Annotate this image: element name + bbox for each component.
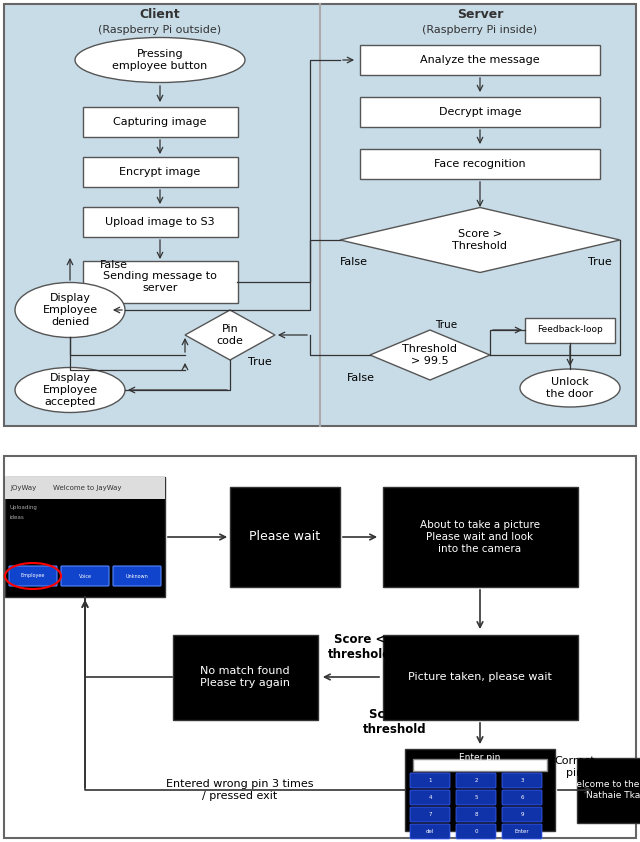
Text: 2: 2 bbox=[474, 778, 477, 783]
Text: Analyze the message: Analyze the message bbox=[420, 55, 540, 65]
Bar bbox=[383, 635, 577, 720]
Text: No match found
Please try again: No match found Please try again bbox=[200, 666, 290, 688]
Text: 3: 3 bbox=[520, 778, 524, 783]
FancyBboxPatch shape bbox=[113, 566, 161, 586]
Text: Score <
threshold: Score < threshold bbox=[328, 633, 392, 661]
Bar bbox=[83, 207, 237, 237]
Text: Pin
code: Pin code bbox=[216, 324, 243, 346]
Text: 8: 8 bbox=[474, 812, 477, 817]
Text: 4: 4 bbox=[428, 795, 432, 800]
Text: Unlock
the door: Unlock the door bbox=[547, 377, 593, 399]
Text: Client: Client bbox=[140, 8, 180, 22]
FancyBboxPatch shape bbox=[456, 824, 496, 839]
Bar bbox=[360, 149, 600, 179]
Text: Feedback-loop: Feedback-loop bbox=[537, 326, 603, 334]
Text: False: False bbox=[100, 260, 128, 270]
Text: Score >
threshold: Score > threshold bbox=[363, 708, 427, 736]
Text: Display
Employee
accepted: Display Employee accepted bbox=[42, 373, 97, 407]
Text: ideas: ideas bbox=[9, 515, 24, 520]
Text: Decrypt image: Decrypt image bbox=[439, 107, 521, 117]
Text: Uploading: Uploading bbox=[9, 505, 37, 510]
FancyBboxPatch shape bbox=[410, 824, 450, 839]
Bar bbox=[173, 635, 317, 720]
Ellipse shape bbox=[15, 283, 125, 338]
Text: True: True bbox=[435, 320, 457, 330]
Polygon shape bbox=[185, 310, 275, 360]
FancyBboxPatch shape bbox=[456, 773, 496, 788]
Text: 6: 6 bbox=[520, 795, 524, 800]
Bar bbox=[413, 759, 547, 771]
Text: (Raspberry Pi outside): (Raspberry Pi outside) bbox=[99, 25, 221, 35]
Text: Encrypt image: Encrypt image bbox=[120, 167, 200, 177]
Ellipse shape bbox=[15, 367, 125, 413]
Bar bbox=[383, 487, 577, 587]
Text: 9: 9 bbox=[520, 812, 524, 817]
FancyBboxPatch shape bbox=[410, 790, 450, 805]
Text: True: True bbox=[588, 257, 612, 267]
Bar bbox=[360, 45, 600, 75]
Text: 7: 7 bbox=[428, 812, 432, 817]
Text: Sending message to
server: Sending message to server bbox=[103, 271, 217, 293]
Text: 5: 5 bbox=[474, 795, 477, 800]
FancyBboxPatch shape bbox=[502, 773, 542, 788]
Polygon shape bbox=[340, 207, 620, 273]
Text: True: True bbox=[248, 357, 272, 367]
Text: Enter: Enter bbox=[515, 829, 529, 834]
Text: del: del bbox=[426, 829, 434, 834]
Text: Server: Server bbox=[457, 8, 503, 22]
Text: (Raspberry Pi inside): (Raspberry Pi inside) bbox=[422, 25, 538, 35]
Bar bbox=[5, 477, 165, 597]
Bar bbox=[5, 477, 165, 499]
Text: Score >
Threshold: Score > Threshold bbox=[452, 229, 508, 251]
Text: Entered wrong pin 3 times
/ pressed exit: Entered wrong pin 3 times / pressed exit bbox=[166, 779, 314, 801]
Text: Threshold
> 99.5: Threshold > 99.5 bbox=[403, 344, 458, 365]
Text: Display
Employee
denied: Display Employee denied bbox=[42, 293, 97, 327]
Text: Please wait: Please wait bbox=[250, 530, 321, 543]
Ellipse shape bbox=[75, 38, 245, 83]
FancyBboxPatch shape bbox=[502, 790, 542, 805]
Text: Welcome to the office
Nathaie Tkauc: Welcome to the office Nathaie Tkauc bbox=[568, 781, 640, 800]
FancyBboxPatch shape bbox=[61, 566, 109, 586]
Text: Enter pin: Enter pin bbox=[460, 753, 500, 761]
Bar bbox=[405, 749, 555, 831]
Text: Pressing
employee button: Pressing employee button bbox=[113, 49, 207, 71]
Text: Face recognition: Face recognition bbox=[434, 159, 526, 169]
Text: About to take a picture
Please wait and look
into the camera: About to take a picture Please wait and … bbox=[420, 520, 540, 553]
FancyBboxPatch shape bbox=[410, 773, 450, 788]
Text: False: False bbox=[340, 257, 368, 267]
Ellipse shape bbox=[520, 369, 620, 407]
Bar bbox=[83, 157, 237, 187]
Text: Voice: Voice bbox=[79, 573, 92, 578]
Bar bbox=[525, 317, 615, 343]
Text: JOyWay: JOyWay bbox=[10, 485, 36, 491]
Text: Employee: Employee bbox=[21, 573, 45, 578]
Bar bbox=[360, 97, 600, 127]
Text: 0: 0 bbox=[474, 829, 477, 834]
Bar bbox=[83, 107, 237, 137]
FancyBboxPatch shape bbox=[410, 807, 450, 822]
Text: Unknown: Unknown bbox=[125, 573, 148, 578]
Text: False: False bbox=[347, 373, 375, 383]
FancyBboxPatch shape bbox=[9, 566, 57, 586]
Text: Welcome to JayWay: Welcome to JayWay bbox=[53, 485, 122, 491]
Bar bbox=[230, 487, 340, 587]
Text: Correct
pin: Correct pin bbox=[555, 756, 595, 778]
FancyBboxPatch shape bbox=[456, 807, 496, 822]
FancyBboxPatch shape bbox=[456, 790, 496, 805]
FancyBboxPatch shape bbox=[502, 824, 542, 839]
Text: Upload image to S3: Upload image to S3 bbox=[105, 217, 215, 227]
Bar bbox=[577, 758, 640, 823]
Polygon shape bbox=[370, 330, 490, 380]
Text: Capturing image: Capturing image bbox=[113, 117, 207, 127]
FancyBboxPatch shape bbox=[502, 807, 542, 822]
Text: Picture taken, please wait: Picture taken, please wait bbox=[408, 672, 552, 682]
Text: 1: 1 bbox=[428, 778, 432, 783]
Bar bbox=[83, 261, 237, 303]
